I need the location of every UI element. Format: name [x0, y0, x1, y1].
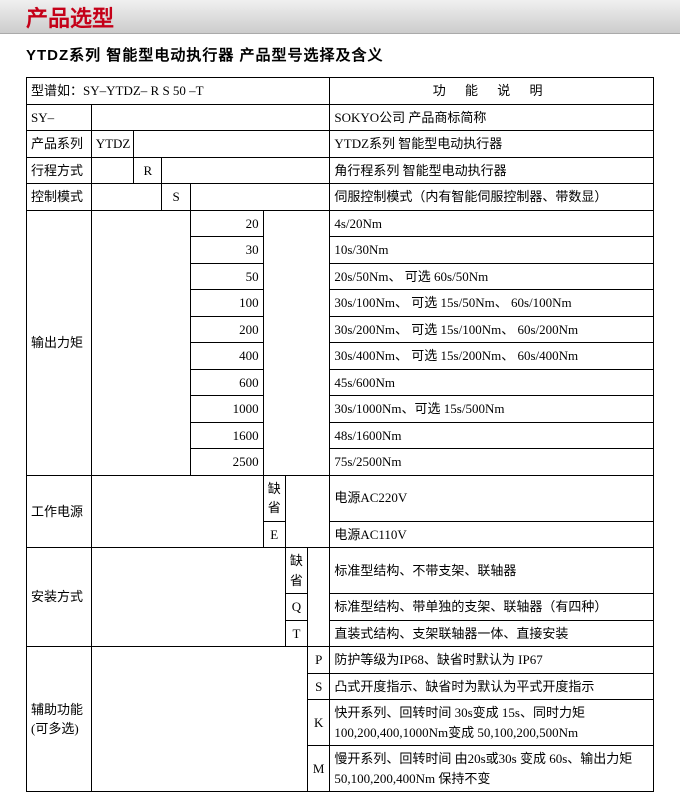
row-torque-7: 100030s/1000Nm、可选 15s/500Nm: [27, 396, 654, 423]
row-aux-0: 辅助功能(可多选)P防护等级为IP68、缺省时默认为 IP67: [27, 647, 654, 674]
row-power-1: E电源AC110V: [27, 521, 654, 548]
content-area: YTDZ系列 智能型电动执行器 产品型号选择及含义 型谱如：SY–YTDZ– R…: [0, 34, 680, 800]
row-torque-3: 10030s/100Nm、 可选 15s/50Nm、 60s/100Nm: [27, 290, 654, 317]
row-torque-8: 160048s/1600Nm: [27, 422, 654, 449]
row-install-1: Q标准型结构、带单独的支架、联轴器（有四种）: [27, 594, 654, 621]
row-torque-6: 60045s/600Nm: [27, 369, 654, 396]
row-sy: SY–SOKYO公司 产品商标简称: [27, 104, 654, 131]
row-series: 产品系列YTDZYTDZ系列 智能型电动执行器: [27, 131, 654, 158]
header-bar: 产品选型: [0, 0, 680, 34]
row-aux-2: K快开系列、回转时间 30s变成 15s、同时力矩100,200,400,100…: [27, 700, 654, 746]
row-power-0: 工作电源缺省电源AC220V: [27, 475, 654, 521]
row-torque-9: 250075s/2500Nm: [27, 449, 654, 476]
row-torque-4: 20030s/200Nm、 可选 15s/100Nm、 60s/200Nm: [27, 316, 654, 343]
row-aux-1: S凸式开度指示、缺省时为默认为平式开度指示: [27, 673, 654, 700]
row-ctrl: 控制模式S伺服控制模式（内有智能伺服控制器、带数显）: [27, 184, 654, 211]
row-torque-0: 输出力矩204s/20Nm: [27, 210, 654, 237]
aux-label-2: (可多选): [31, 719, 87, 739]
row-torque-2: 5020s/50Nm、 可选 60s/50Nm: [27, 263, 654, 290]
aux-label-1: 辅助功能: [31, 700, 87, 720]
subtitle: YTDZ系列 智能型电动执行器 产品型号选择及含义: [26, 44, 654, 65]
page-title: 产品选型: [26, 1, 114, 33]
row-torque-1: 3010s/30Nm: [27, 237, 654, 264]
row-torque-5: 40030s/400Nm、 可选 15s/200Nm、 60s/400Nm: [27, 343, 654, 370]
row-install-2: T直装式结构、支架联轴器一体、直接安装: [27, 620, 654, 647]
row-model-header: 型谱如：SY–YTDZ– R S 50 –T功 能 说 明: [27, 78, 654, 105]
spec-table: 型谱如：SY–YTDZ– R S 50 –T功 能 说 明SY–SOKYO公司 …: [26, 77, 654, 792]
row-travel: 行程方式R角行程系列 智能型电动执行器: [27, 157, 654, 184]
row-aux-3: M慢开系列、回转时间 由20s或30s 变成 60s、输出力矩 50,100,2…: [27, 746, 654, 792]
row-install-0: 安装方式缺省标准型结构、不带支架、联轴器: [27, 548, 654, 594]
